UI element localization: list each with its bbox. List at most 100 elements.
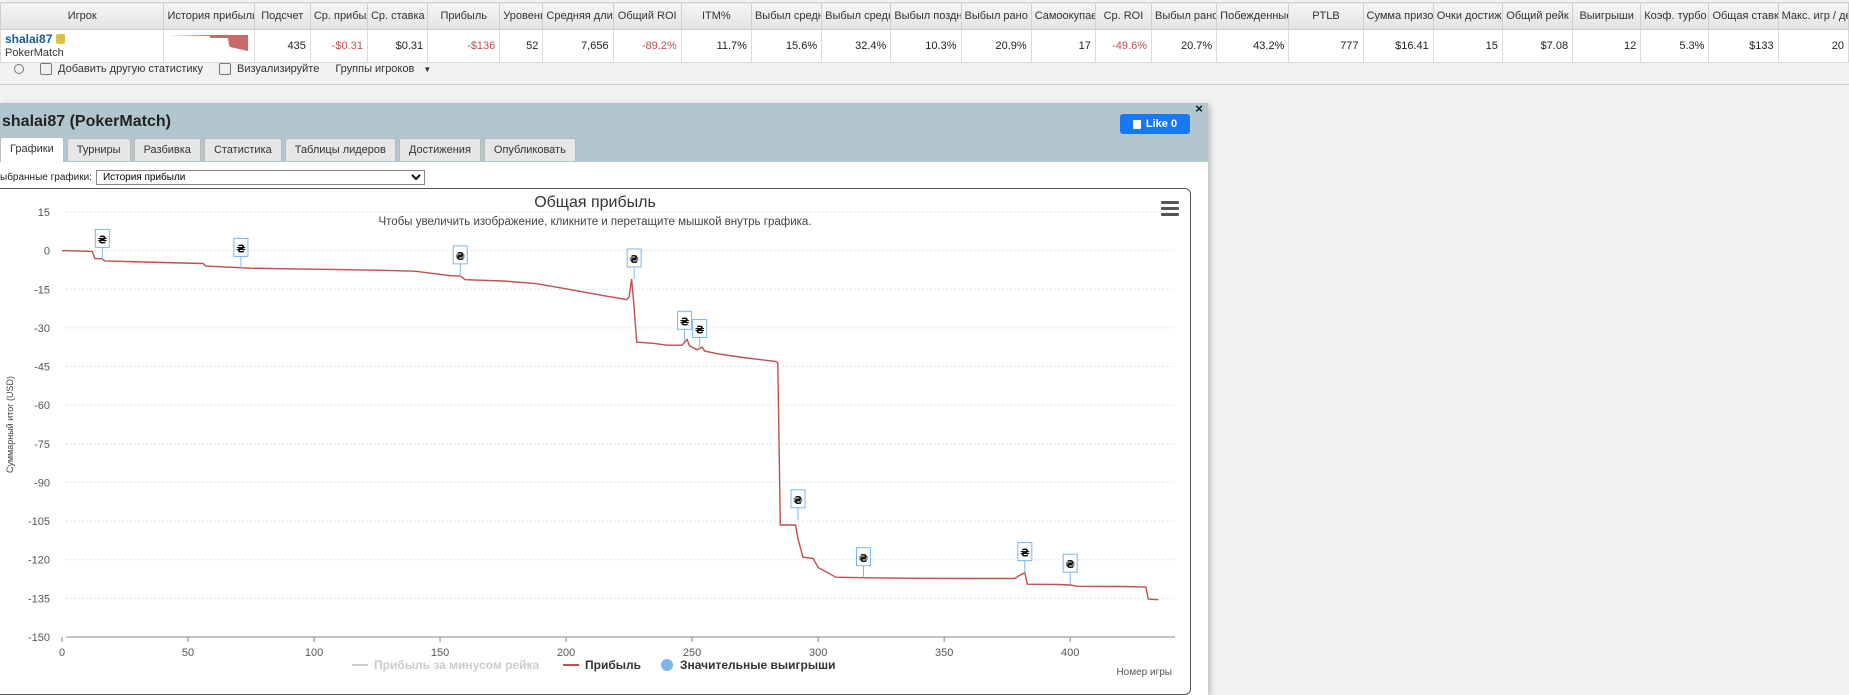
player-name-link[interactable]: shalai87 (5, 31, 53, 46)
flag-label: ₴ (1065, 558, 1074, 571)
refresh-button[interactable] (14, 64, 24, 74)
flag-label: ₴ (236, 242, 245, 255)
flag-label: ₴ (456, 250, 465, 263)
visualize-label: Визуализируйте (237, 63, 320, 75)
column-header[interactable]: Макс. игр / день (1777, 2, 1849, 30)
flag-label: ₴ (859, 552, 868, 565)
thumbs-up-icon (1132, 119, 1141, 129)
big-win-flag[interactable] (94, 228, 110, 248)
table-cell: 32.4% (821, 29, 892, 63)
column-header[interactable]: Общий ROI (612, 2, 682, 30)
chart-icon (219, 63, 231, 75)
y-tick-label: -30 (34, 323, 50, 335)
tab-1[interactable]: Турниры (66, 138, 131, 161)
column-header[interactable]: Ср. ROI (1094, 2, 1153, 30)
table-cell: 43.2% (1216, 29, 1290, 63)
big-win-flag[interactable] (233, 237, 249, 257)
chart-menu-icon[interactable] (1161, 201, 1179, 219)
player-groups-label: Группы игроков (335, 63, 415, 75)
column-header[interactable]: Прибыль (427, 2, 501, 30)
flag-label: ₴ (695, 324, 704, 337)
tab-2[interactable]: Разбивка (133, 138, 201, 161)
table-cell: -$136 (427, 29, 501, 63)
close-icon[interactable]: × (1195, 101, 1203, 116)
table-row[interactable]: shalai87 PokerMatch 435 -$0.31 $0.31 -$136 5… (0, 29, 1849, 63)
table-cell: $133 (1708, 29, 1779, 63)
facebook-like-button[interactable]: Like 0 (1120, 114, 1190, 134)
column-header[interactable]: Средняя длительность (542, 2, 614, 30)
column-header[interactable]: Выбыл поздно (890, 2, 962, 30)
big-win-flag[interactable] (452, 245, 468, 265)
x-tick-label: 50 (182, 647, 194, 659)
modal-tabs: Графики Турниры Разбивка Статистика Таблицы … (0, 137, 576, 162)
tab-6[interactable]: Опубликовать (483, 138, 576, 161)
table-cell: 20.7% (1150, 29, 1218, 63)
table-cell: 15 (1432, 29, 1503, 63)
column-header[interactable]: Коэф. турбо (1640, 2, 1710, 30)
big-win-flag[interactable] (626, 248, 642, 268)
column-header[interactable]: Выбыл средне (821, 2, 892, 30)
player-site: PokerMatch (5, 46, 64, 59)
big-win-flag[interactable] (790, 489, 806, 509)
player-cell[interactable]: shalai87 PokerMatch (0, 29, 165, 63)
column-header[interactable]: Общая ставка (1708, 2, 1779, 30)
column-header[interactable]: ITM% (680, 2, 752, 30)
add-stat-link[interactable]: Добавить другую статистику (40, 63, 203, 75)
tab-5[interactable]: Достижения (398, 138, 481, 161)
profit-chart[interactable]: Общая прибыль Чтобы увеличить изображение… (0, 189, 1190, 694)
profit-series-line (61, 249, 1159, 601)
player-modal: shalai87 (PokerMatch) Like 0 Графики Турн… (0, 101, 1208, 695)
divider (0, 84, 1849, 85)
column-header[interactable]: Выбыл рано (960, 2, 1032, 30)
y-tick-label: -60 (34, 400, 50, 412)
chart-title: Общая прибыль (534, 194, 656, 211)
chart-container[interactable]: Общая прибыль Чтобы увеличить изображение… (0, 188, 1191, 695)
column-header[interactable]: Игрок (0, 2, 165, 30)
column-header[interactable]: Общий рейк (1501, 2, 1574, 30)
big-win-flag[interactable] (692, 319, 708, 339)
big-win-flag[interactable] (1062, 553, 1078, 573)
table-cell: $0.31 (366, 29, 429, 63)
player-groups-dropdown[interactable]: Группы игроков ▼ (335, 63, 431, 75)
visualize-link[interactable]: Визуализируйте (219, 63, 319, 75)
x-axis-label: Номер игры (1116, 667, 1172, 678)
y-axis-label: Суммарный итог (USD) (5, 376, 15, 473)
column-header[interactable]: Выбыл рано (1150, 2, 1218, 30)
column-header[interactable]: Уровень (499, 2, 544, 30)
y-tick-label: 15 (38, 207, 50, 219)
tab-4[interactable]: Таблицы лидеров (284, 138, 396, 161)
table-cell: $7.08 (1501, 29, 1574, 63)
x-tick-label: 250 (683, 647, 701, 659)
tab-3[interactable]: Статистика (203, 138, 282, 161)
column-header[interactable]: Подсчет (253, 2, 311, 30)
tab-0[interactable]: Графики (0, 137, 64, 162)
add-stat-label: Добавить другую статистику (58, 63, 203, 75)
chart-subtitle: Чтобы увеличить изображение, кликните и … (379, 216, 812, 228)
column-header[interactable]: Выбыл средне (750, 2, 823, 30)
column-header[interactable]: Очки достижений (1432, 2, 1503, 30)
y-tick-label: -15 (34, 284, 50, 296)
column-header[interactable]: Ср. ставка (366, 2, 429, 30)
table-cell: $16.41 (1362, 29, 1434, 63)
column-header[interactable]: PTLB (1288, 2, 1364, 30)
x-tick-label: 400 (1061, 647, 1079, 659)
column-header[interactable]: История прибыли (163, 2, 255, 30)
sparkline-area (168, 35, 249, 51)
add-stat-icon (40, 63, 52, 75)
column-header[interactable]: Самоокупаемость (1030, 2, 1096, 30)
chevron-down-icon: ▼ (423, 64, 432, 74)
column-header[interactable]: Сумма призовых (1362, 2, 1434, 30)
big-win-flag[interactable] (856, 547, 872, 567)
table-cell: 777 (1288, 29, 1364, 63)
y-tick-label: -150 (28, 632, 50, 644)
table-cell: 52 (499, 29, 544, 63)
modal-title: shalai87 (PokerMatch) (2, 113, 171, 130)
column-header[interactable]: Побежденные (1216, 2, 1290, 30)
table-cell: -89.2% (612, 29, 682, 63)
column-header[interactable]: Выигрыши (1572, 2, 1642, 30)
big-win-flag[interactable] (1017, 542, 1033, 562)
flag-label: ₴ (680, 315, 689, 328)
graph-select[interactable]: История прибыли (95, 170, 425, 185)
column-header[interactable]: Ср. прибыль (309, 2, 368, 30)
big-win-flag[interactable] (677, 310, 693, 330)
